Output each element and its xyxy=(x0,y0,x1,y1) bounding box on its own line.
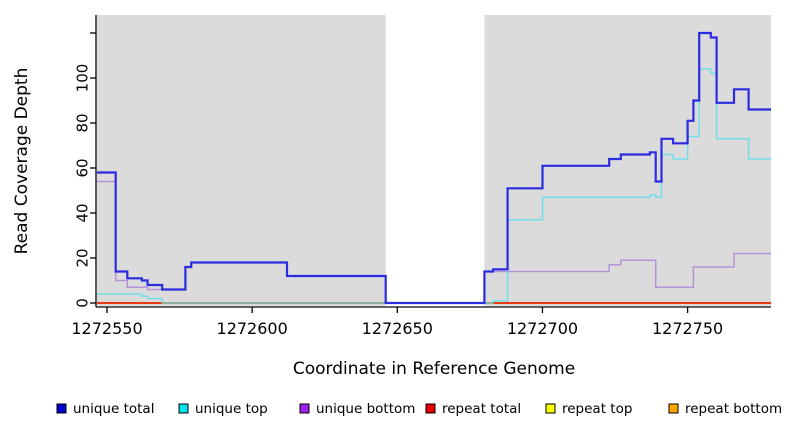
legend-item-unique-total: unique total xyxy=(56,401,154,417)
y-tick-label: 80 xyxy=(73,113,91,132)
legend-swatch-repeat-top xyxy=(545,403,556,414)
legend-item-unique-bottom: unique bottom xyxy=(299,401,415,417)
x-tick-label: 1272550 xyxy=(71,319,142,338)
x-axis-title: Coordinate in Reference Genome xyxy=(293,359,575,379)
legend-label: repeat top xyxy=(562,401,632,417)
legend-swatch-unique-bottom xyxy=(299,403,310,414)
y-tick-label: 20 xyxy=(73,248,91,267)
series-line-unique-total xyxy=(97,31,771,305)
legend-label: repeat bottom xyxy=(685,401,782,417)
legend-label: unique total xyxy=(73,401,154,417)
plot-panel xyxy=(97,15,771,306)
x-tick-label: 1272750 xyxy=(652,319,723,338)
legend-item-unique-top: unique top xyxy=(178,401,268,417)
legend-swatch-unique-total xyxy=(56,403,67,414)
legend-swatch-repeat-total xyxy=(425,403,436,414)
y-tick-label: 0 xyxy=(73,298,91,308)
legend-item-repeat-total: repeat total xyxy=(425,401,521,417)
y-tick-label: 100 xyxy=(73,64,91,93)
legend: unique total unique top unique bottom repea… xyxy=(56,401,782,417)
y-tick-label: 60 xyxy=(73,158,91,177)
legend-item-repeat-top: repeat top xyxy=(545,401,632,417)
series-lines xyxy=(97,31,771,305)
series-line-unique-top xyxy=(97,68,771,304)
no-data-region xyxy=(385,15,485,306)
legend-item-repeat-bottom: repeat bottom xyxy=(668,401,782,417)
x-tick-label: 1272600 xyxy=(217,319,288,338)
y-axis-title: Read Coverage Depth xyxy=(12,68,32,255)
legend-label: unique top xyxy=(195,401,268,417)
legend-swatch-unique-top xyxy=(178,403,189,414)
x-tick-label: 1272650 xyxy=(362,319,433,338)
legend-label: repeat total xyxy=(442,401,521,417)
axes: 0 20 40 60 80 100 1272550 1272600 1272650 1272700… xyxy=(71,15,771,338)
legend-label: unique bottom xyxy=(316,401,415,417)
legend-swatch-repeat-bottom xyxy=(668,403,679,414)
y-tick-label: 40 xyxy=(73,203,91,222)
x-tick-label: 1272700 xyxy=(507,319,578,338)
